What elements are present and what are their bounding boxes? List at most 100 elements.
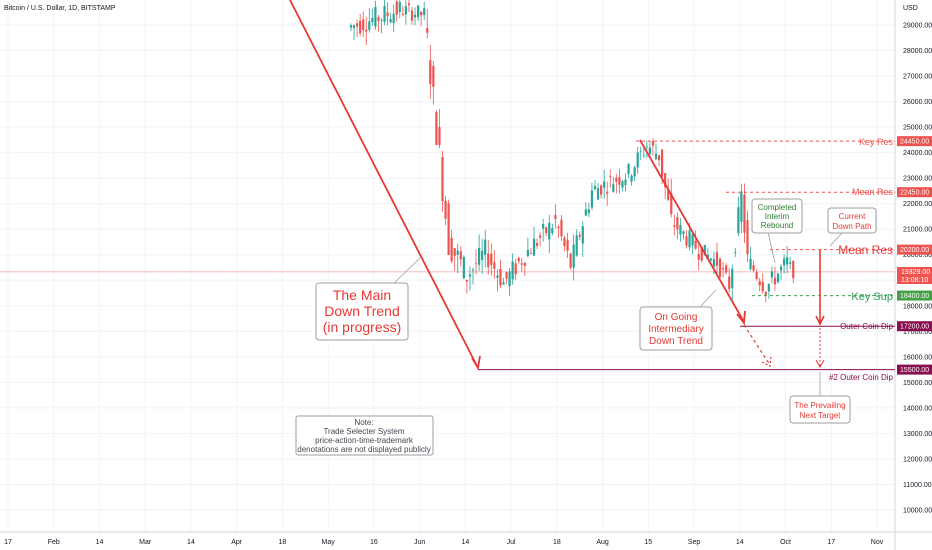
candle-body	[554, 215, 557, 219]
candle-body	[703, 244, 706, 256]
level-price-tag	[897, 321, 932, 332]
candle-body	[523, 262, 526, 266]
price-levels	[478, 140, 895, 371]
candle-body	[694, 240, 697, 249]
price-tick-label: 14000.00	[903, 405, 932, 412]
candle-body	[734, 252, 737, 253]
projection-dotted-line	[743, 324, 771, 366]
candle-body	[459, 251, 462, 260]
candle-body	[596, 188, 600, 200]
candle-body	[426, 28, 429, 33]
candle-body	[773, 277, 777, 285]
candle-body	[618, 177, 621, 185]
candle-body	[517, 257, 520, 262]
candle-body	[767, 284, 770, 292]
note-box[interactable]	[295, 415, 434, 456]
candle-body	[352, 25, 356, 28]
level-price-tag-text: 18400.00	[900, 293, 929, 300]
price-tick-label: 22000.00	[903, 201, 932, 208]
candle-body	[423, 8, 426, 15]
intermediary-callout-box[interactable]	[639, 306, 713, 351]
candle-body	[474, 263, 478, 265]
rebound-line-2: Interim	[765, 212, 790, 221]
candle-body	[395, 1, 398, 15]
candle-body	[688, 230, 691, 248]
down-path-callout-box[interactable]	[827, 207, 877, 234]
price-tick-label: 23000.00	[903, 176, 932, 183]
price-tick-label: 28000.00	[903, 48, 932, 55]
candle-body	[487, 253, 490, 268]
candle-body	[779, 266, 783, 271]
level-price-tag	[897, 136, 932, 147]
candle-body	[368, 21, 371, 30]
target-callout-box[interactable]	[789, 395, 851, 424]
candle-body	[590, 190, 594, 208]
time-tick-label: Feb	[48, 539, 60, 546]
candle-body	[654, 153, 658, 160]
candle-body	[429, 60, 432, 84]
candle-body	[670, 193, 673, 214]
horizontal-grid	[0, 24, 895, 511]
candle-body	[410, 10, 414, 21]
price-tick-label: 24000.00	[903, 150, 932, 157]
intermediary-downtrend-arrowhead	[736, 310, 746, 326]
rebound-callout-pointer	[767, 231, 776, 264]
candle-body	[484, 239, 487, 255]
note-line-4: denotations are not displayed publicly	[297, 445, 430, 454]
candle-body	[407, 3, 411, 6]
key-res-label: Key Res	[859, 137, 894, 147]
candle-body	[691, 234, 694, 246]
main-trend-line-1: The Main	[333, 287, 391, 303]
candle-body	[456, 250, 459, 255]
candle-body	[685, 236, 688, 246]
time-tick-label: May	[322, 539, 336, 546]
candle-body	[776, 273, 780, 283]
down-path-line-1: Current	[839, 212, 866, 221]
candle-body	[359, 20, 362, 34]
candle-body	[612, 184, 615, 192]
time-tick-label: Aug	[596, 539, 609, 546]
candle-body	[792, 261, 795, 279]
candle-body	[398, 1, 401, 13]
price-tick-label: 18000.00	[903, 303, 932, 310]
candle-body	[572, 244, 575, 268]
rebound-callout-box[interactable]	[751, 198, 803, 234]
candle-body	[627, 164, 630, 174]
candle-body	[557, 226, 560, 229]
candle-body	[380, 19, 383, 21]
candle-body	[365, 29, 368, 32]
time-axis[interactable]: 17 Feb 14 Mar 14 Apr 18 May 16 Jun 14 Jul 18 Aug 15 Sep…	[4, 539, 884, 546]
candle-body	[755, 272, 758, 279]
time-tick-label: Apr	[231, 539, 243, 546]
time-tick-label: Jul	[507, 539, 516, 546]
main-trend-callout-box[interactable]	[315, 282, 409, 341]
key-sup-label: Key Sup	[851, 291, 893, 303]
price-tick-label: 29000.00	[903, 23, 932, 30]
intermediary-downtrend-line	[639, 139, 745, 323]
chart-title[interactable]: Bitcoin / U.S. Dollar, 1D, BITSTAMP	[4, 5, 116, 12]
candle-body	[462, 256, 465, 279]
candle-body	[450, 237, 453, 262]
candle-body	[661, 149, 664, 177]
down-path-line-2: Down Path	[832, 222, 871, 231]
level-price-tag-text: 22450.00	[900, 190, 929, 197]
price-tick-label: 26000.00	[903, 99, 932, 106]
mean-res-label-1: Mean Res	[852, 187, 894, 197]
candle-body	[493, 262, 496, 269]
rebound-line-1: Completed	[758, 203, 797, 212]
candle-body	[673, 225, 676, 227]
candle-body	[746, 220, 749, 255]
time-tick-label: 15	[644, 539, 652, 546]
candle-body	[609, 176, 612, 178]
outer-coin-dip-label: Outer Coin Dip	[840, 322, 893, 331]
candle-body	[508, 271, 511, 287]
candle-body	[657, 154, 661, 161]
candle-body	[362, 19, 365, 31]
next-target-arrowhead	[815, 359, 825, 369]
candle-body	[490, 253, 493, 265]
vertical-grid	[7, 0, 878, 532]
candle-body	[770, 271, 773, 278]
level-price-tag-text: 15500.00	[900, 367, 929, 374]
